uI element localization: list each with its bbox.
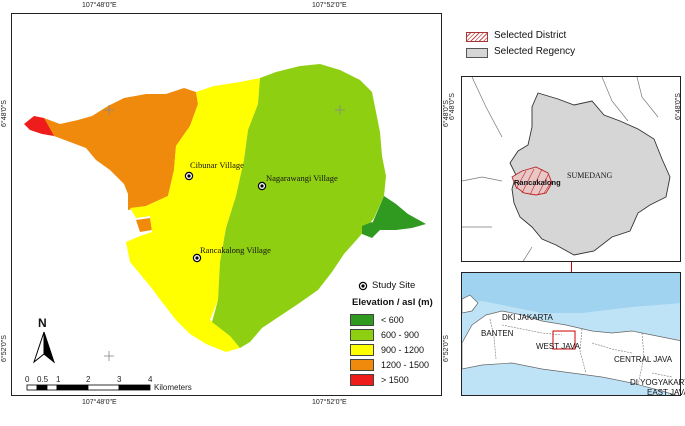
scale-label: 0	[25, 375, 30, 384]
inset-legend-swatch-regency	[466, 48, 488, 58]
scale-label: 1	[56, 375, 61, 384]
coord-bottom-2: 107°52'0"E	[312, 399, 347, 406]
province-label-dki-jakarta: DKI JAKARTA	[502, 313, 553, 322]
study-area-box	[552, 330, 576, 350]
neighbor-boundaries	[462, 77, 659, 261]
north-arrow-icon	[32, 331, 56, 364]
legend-swatch	[350, 373, 374, 386]
grid-crosses	[104, 105, 345, 361]
village-label-rancakalong: Rancakalong Village	[200, 245, 271, 255]
legend-label: > 1500	[381, 374, 409, 385]
elevation-zone-1200-1500	[44, 88, 198, 210]
coord-top-1: 107°48'0"E	[82, 2, 117, 9]
main-map-frame	[11, 13, 442, 396]
scale-label: 4	[148, 375, 153, 384]
legend-swatch	[350, 313, 374, 326]
elevation-zone-600-900	[212, 64, 386, 348]
legend-item: > 1500	[350, 372, 429, 387]
village-label-nagarawangi: Nagarawangi Village	[266, 173, 338, 183]
study-site-markers	[184, 171, 368, 291]
province-inset-frame	[461, 272, 681, 396]
province-label-di-yogyakarta: DI YOGYAKARTA	[630, 378, 685, 387]
inset-legend-regency-label: Selected Regency	[494, 46, 576, 57]
province-label-east-java: EAST JAVA	[647, 388, 685, 397]
province-label-banten: BANTEN	[481, 329, 514, 338]
legend-label: 1200 - 1500	[381, 359, 430, 370]
regency-sumedang	[509, 92, 671, 256]
elevation-zone-1200-1500-patch	[136, 218, 152, 232]
scale-label: 3	[117, 375, 122, 384]
java-island	[462, 310, 680, 395]
elevation-zone-under-600-2	[362, 222, 380, 238]
province-map	[462, 273, 680, 395]
inset-legend-district-label: Selected District	[494, 30, 567, 41]
legend-swatch	[350, 328, 374, 341]
study-site-legend-label: Study Site	[372, 280, 416, 291]
legend-item: < 600	[350, 312, 429, 327]
legend-label: 600 - 900	[381, 329, 420, 340]
legend-label: 900 - 1200	[381, 344, 425, 355]
elevation-legend: < 600 600 - 900 900 - 1200 1200 - 1500 >…	[350, 312, 429, 387]
district-rancakalong	[511, 166, 553, 196]
province-boundaries	[489, 318, 673, 386]
scale-label: 2	[86, 375, 91, 384]
inset-legend-swatch-district	[466, 32, 488, 42]
regency-map	[462, 77, 671, 261]
scale-bar	[26, 384, 151, 391]
north-label: N	[38, 316, 47, 330]
district-hatch	[515, 168, 553, 196]
province-label-west-java: WEST JAVA	[536, 342, 581, 351]
village-label-cibunar: Cibunar Village	[190, 160, 244, 170]
legend-item: 600 - 900	[350, 327, 429, 342]
coord-top-2: 107°52'0"E	[312, 2, 347, 9]
province-label-central-java: CENTRAL JAVA	[614, 355, 673, 364]
scale-unit: Kilometers	[154, 383, 192, 392]
regency-inset-frame	[461, 76, 681, 262]
regency-label: SUMEDANG	[567, 171, 613, 180]
legend-title: Elevation / asl (m)	[352, 297, 433, 308]
elevation-zone-under-600	[372, 196, 426, 230]
coord-bottom-1: 107°48'0"E	[82, 399, 117, 406]
legend-item: 900 - 1200	[350, 342, 429, 357]
scale-label: 0.5	[37, 375, 49, 384]
district-label: Rancakalong	[514, 178, 561, 187]
elevation-zone-900-1200	[126, 78, 260, 352]
regency-coord-left: 6°48'0"S	[449, 93, 456, 120]
legend-label: < 600	[381, 314, 404, 325]
regency-coord-right: 6°48'0"S	[675, 93, 682, 120]
legend-swatch	[350, 343, 374, 356]
legend-swatch	[350, 358, 374, 371]
legend-item: 1200 - 1500	[350, 357, 429, 372]
